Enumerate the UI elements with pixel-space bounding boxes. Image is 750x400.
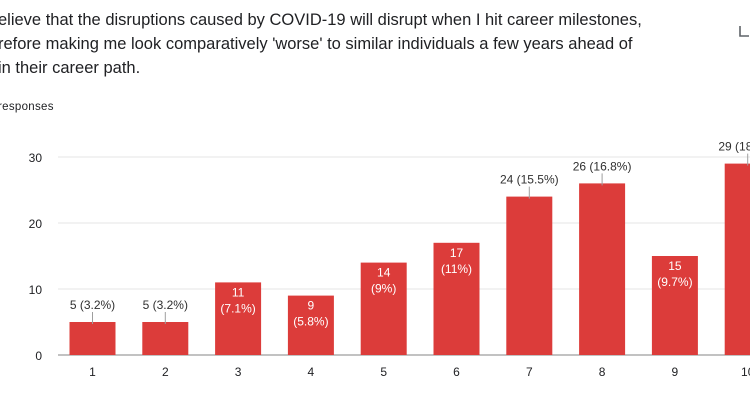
x-tick-label: 6 (453, 365, 460, 379)
y-tick-label: 20 (29, 217, 43, 231)
x-tick-label: 3 (235, 365, 242, 379)
data-label: 15 (668, 259, 682, 273)
bar (579, 183, 626, 355)
data-label: (11%) (441, 262, 472, 276)
data-label: 11 (232, 285, 245, 299)
data-label: 9 (308, 299, 315, 313)
bar (651, 256, 698, 355)
question-line-1: elieve that the disruptions caused by CO… (0, 11, 642, 29)
bar (506, 196, 553, 355)
bar (433, 242, 480, 355)
data-label: 17 (450, 246, 464, 260)
data-label: (5.8%) (293, 315, 328, 329)
x-tick-label: 4 (308, 365, 315, 379)
data-label: 26 (16.8%) (573, 159, 632, 173)
bar (142, 322, 189, 355)
x-tick-label: 2 (162, 365, 169, 379)
x-tick-label: 10 (741, 365, 750, 379)
y-tick-label: 30 (29, 151, 43, 165)
bar (724, 163, 750, 355)
question-line-3: in their career path. (0, 59, 141, 77)
data-label: 29 (18.7%) (718, 140, 750, 154)
bar (69, 322, 116, 355)
data-label: 24 (15.5%) (500, 173, 559, 187)
data-label: 14 (377, 266, 391, 280)
data-label: (9%) (371, 282, 396, 296)
response-count: responses (0, 101, 54, 113)
x-tick-label: 8 (599, 365, 606, 379)
x-tick-label: 9 (672, 365, 679, 379)
data-label: 5 (3.2%) (70, 298, 115, 312)
data-label: 5 (3.2%) (143, 298, 188, 312)
x-tick-label: 5 (380, 365, 387, 379)
bar (360, 262, 407, 355)
bar (215, 282, 262, 355)
y-tick-label: 0 (35, 349, 42, 363)
question-title: elieve that the disruptions caused by CO… (0, 8, 750, 80)
data-label: (9.7%) (657, 275, 692, 289)
copy-chart-icon[interactable] (738, 24, 750, 40)
data-label: (7.1%) (220, 301, 255, 315)
question-line-2: refore making me look comparatively 'wor… (0, 35, 633, 53)
bar (287, 295, 334, 355)
x-tick-label: 1 (89, 365, 96, 379)
y-tick-label: 10 (29, 283, 43, 297)
x-tick-label: 7 (526, 365, 533, 379)
